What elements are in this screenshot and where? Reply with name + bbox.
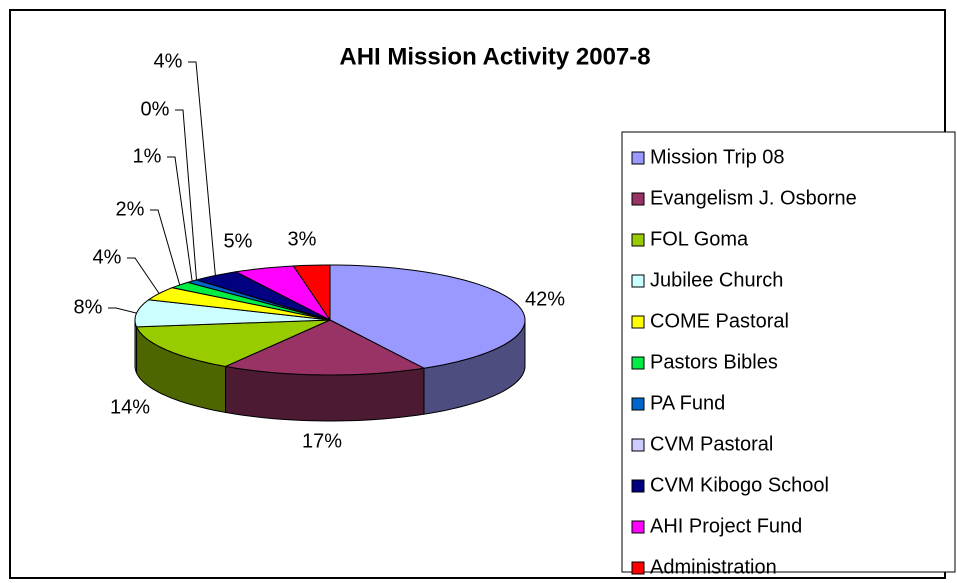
data-label: 8% (74, 296, 103, 318)
data-label: 2% (116, 198, 145, 220)
leader-line (127, 257, 160, 294)
pie-slice (329, 264, 526, 369)
legend-swatch (631, 151, 645, 165)
leader-line (108, 307, 137, 314)
legend-label: Mission Trip 08 (650, 146, 785, 168)
legend-label: Jubilee Church (650, 269, 783, 291)
data-label: 17% (302, 430, 342, 452)
pie-slice (135, 319, 331, 367)
legend-box (621, 131, 956, 573)
legend-swatch (631, 520, 645, 534)
pie-side (134, 319, 138, 374)
leader-line (150, 209, 181, 286)
leader-line (175, 109, 198, 280)
chart-title: AHI Mission Activity 2007-8 (339, 43, 650, 70)
legend-swatch (631, 479, 645, 493)
legend-swatch (631, 274, 645, 288)
legend-swatch (631, 356, 645, 370)
legend-label: FOL Goma (650, 228, 749, 250)
data-label: 4% (154, 50, 183, 72)
data-label: 0% (141, 98, 170, 120)
legend-label: Pastors Bibles (650, 351, 778, 373)
data-label: 4% (93, 246, 122, 268)
legend-swatch (631, 192, 645, 206)
legend-label: CVM Pastoral (650, 433, 773, 455)
data-label: 42% (525, 288, 565, 310)
legend-swatch (631, 315, 645, 329)
pie-slice (134, 299, 331, 328)
legend-swatch (631, 438, 645, 452)
legend-label: COME Pastoral (650, 310, 789, 332)
legend-swatch (631, 561, 645, 575)
legend-swatch (631, 397, 645, 411)
pie-slice (292, 264, 331, 322)
legend-label: AHI Project Fund (650, 515, 802, 537)
legend-label: CVM Kibogo School (650, 474, 829, 496)
legend-label: Evangelism J. Osborne (650, 187, 857, 209)
leader-line (188, 61, 216, 276)
pie-slice (223, 319, 426, 376)
legend-swatch (631, 233, 645, 247)
data-label: 5% (224, 230, 253, 252)
data-label: 1% (133, 145, 162, 167)
data-label: 3% (288, 228, 317, 250)
data-label: 14% (110, 396, 150, 418)
legend-label: Administration (650, 556, 777, 578)
leader-line (167, 156, 193, 282)
pie-slice (234, 265, 331, 321)
legend-label: PA Fund (650, 392, 725, 414)
